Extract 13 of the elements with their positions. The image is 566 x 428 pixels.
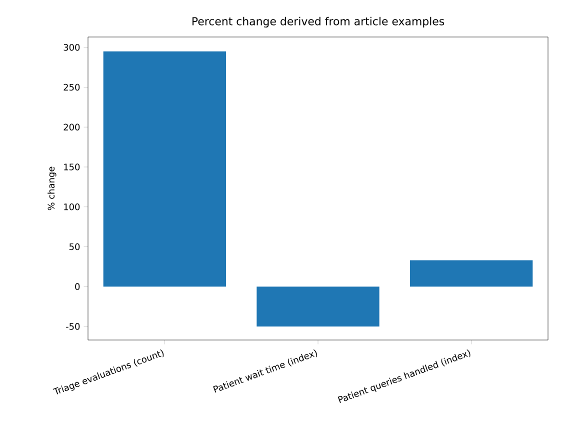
chart-title: Percent change derived from article examples [192,16,444,28]
y-tick-label: 0 [75,283,80,290]
y-tick-label: -50 [66,323,80,330]
y-tick-label: 200 [64,124,80,130]
y-tick-label: 50 [70,243,80,250]
y-tick-label: 150 [64,164,80,170]
y-tick-label: 300 [64,44,80,51]
y-axis-title: % change [48,166,56,210]
bar [410,260,533,287]
bar [103,51,226,287]
bar [256,286,380,326]
y-tick-label: 100 [64,203,80,210]
y-tick-label: 250 [64,84,80,91]
